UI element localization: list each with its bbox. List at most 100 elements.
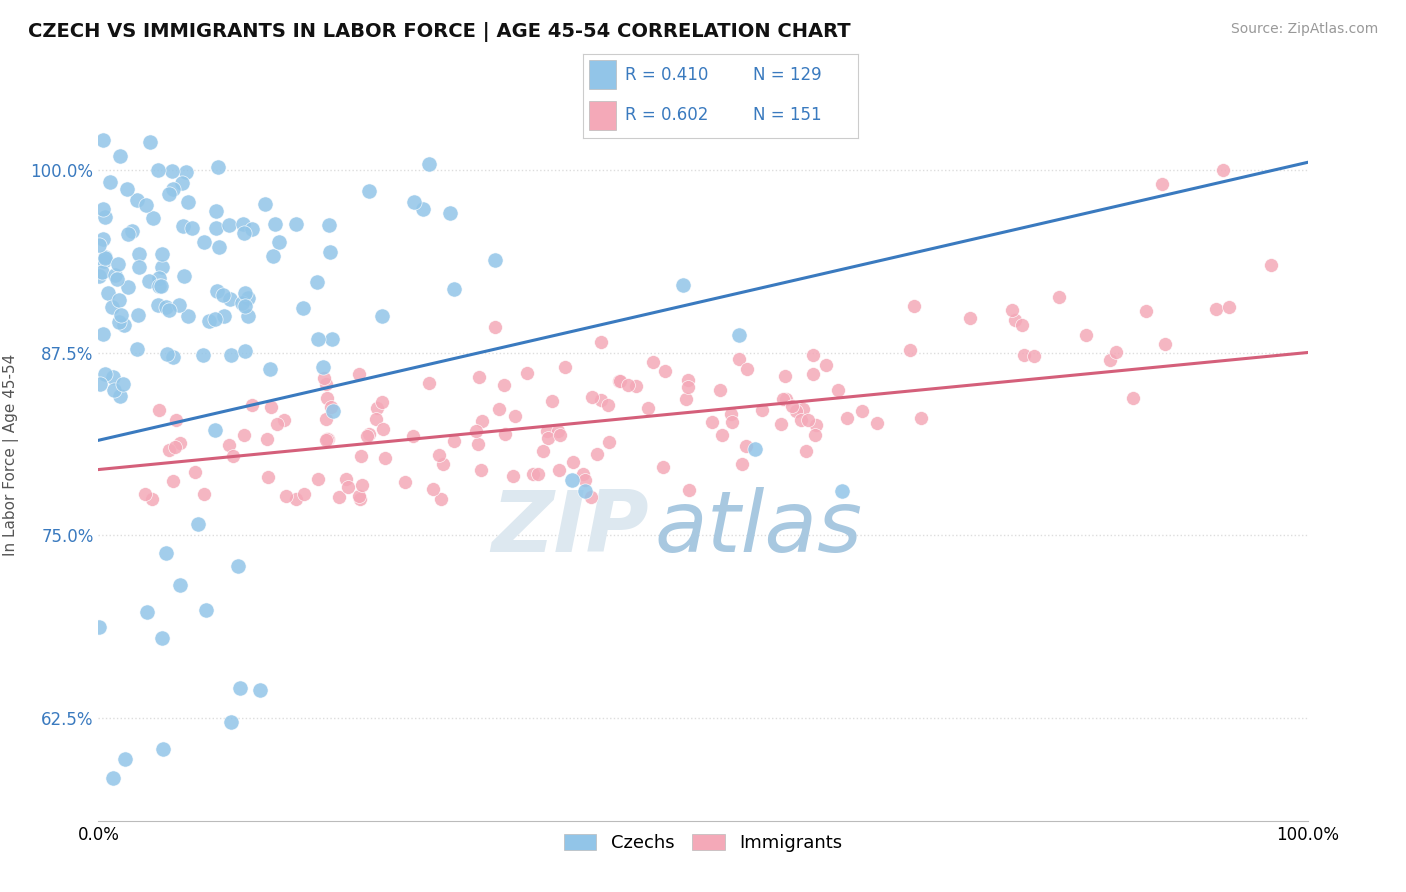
Point [591,334,613,349]
Point [150,260,173,274]
Point [236,309,259,323]
Point [208,240,231,254]
Point [1122,391,1144,405]
Point [1152,178,1174,192]
Point [233,226,256,240]
Point [193,487,215,501]
Point [162,350,184,364]
Point [1205,302,1227,317]
Point [184,465,207,479]
Point [307,472,329,486]
Point [103,384,125,398]
Point [484,319,506,334]
Point [866,417,889,431]
Point [804,417,827,432]
Point [93,210,115,224]
Point [561,473,583,487]
Point [291,301,314,315]
Point [751,402,773,417]
Point [165,413,187,427]
Point [328,490,350,504]
Point [678,483,700,498]
Point [735,439,758,453]
Point [371,309,394,323]
Point [174,164,197,178]
Point [204,311,226,326]
Point [219,715,242,730]
Point [266,417,288,431]
Point [226,558,249,573]
Point [260,400,283,414]
Point [492,378,515,392]
Point [108,389,131,403]
Point [505,409,527,423]
Point [1047,290,1070,304]
Point [728,352,751,367]
Point [429,449,451,463]
Point [672,277,695,292]
Point [160,164,183,178]
Point [276,489,298,503]
Point [165,440,187,454]
Point [150,632,173,646]
Point [156,347,179,361]
Point [100,300,122,314]
Point [148,278,170,293]
Point [624,379,647,393]
Point [256,470,278,484]
Point [702,415,724,429]
Point [547,424,569,438]
Point [654,364,676,378]
Point [1135,304,1157,318]
Point [1011,318,1033,333]
Point [903,299,925,313]
Point [471,413,494,427]
Point [94,250,117,264]
Point [212,310,235,324]
Point [443,281,465,295]
Point [307,275,329,289]
Point [205,204,228,219]
Point [412,202,434,216]
Point [1024,349,1046,363]
Point [110,308,132,322]
Point [785,404,807,418]
Point [676,373,699,387]
Point [720,407,742,421]
Point [790,413,813,427]
Point [322,404,344,418]
Text: R = 0.602: R = 0.602 [624,106,709,124]
Point [835,411,858,425]
Point [146,298,169,312]
Point [394,475,416,490]
Point [495,427,517,442]
Point [439,206,461,220]
Point [181,220,204,235]
Point [548,463,571,477]
Point [318,218,340,232]
Point [240,222,263,236]
Point [218,438,240,452]
Point [731,457,754,471]
Point [959,311,981,326]
Point [347,489,370,503]
Point [269,235,291,249]
Point [728,328,751,343]
Point [1099,353,1122,368]
Point [744,442,766,456]
Point [347,368,370,382]
Point [207,284,229,298]
Point [87,238,110,252]
Point [418,157,440,171]
Point [91,232,114,246]
Point [470,463,492,477]
Point [292,487,315,501]
Point [105,271,128,285]
Point [249,682,271,697]
Point [315,433,337,447]
Point [429,491,451,506]
Point [321,401,343,415]
Point [537,431,560,445]
Point [138,273,160,287]
Point [240,398,263,412]
